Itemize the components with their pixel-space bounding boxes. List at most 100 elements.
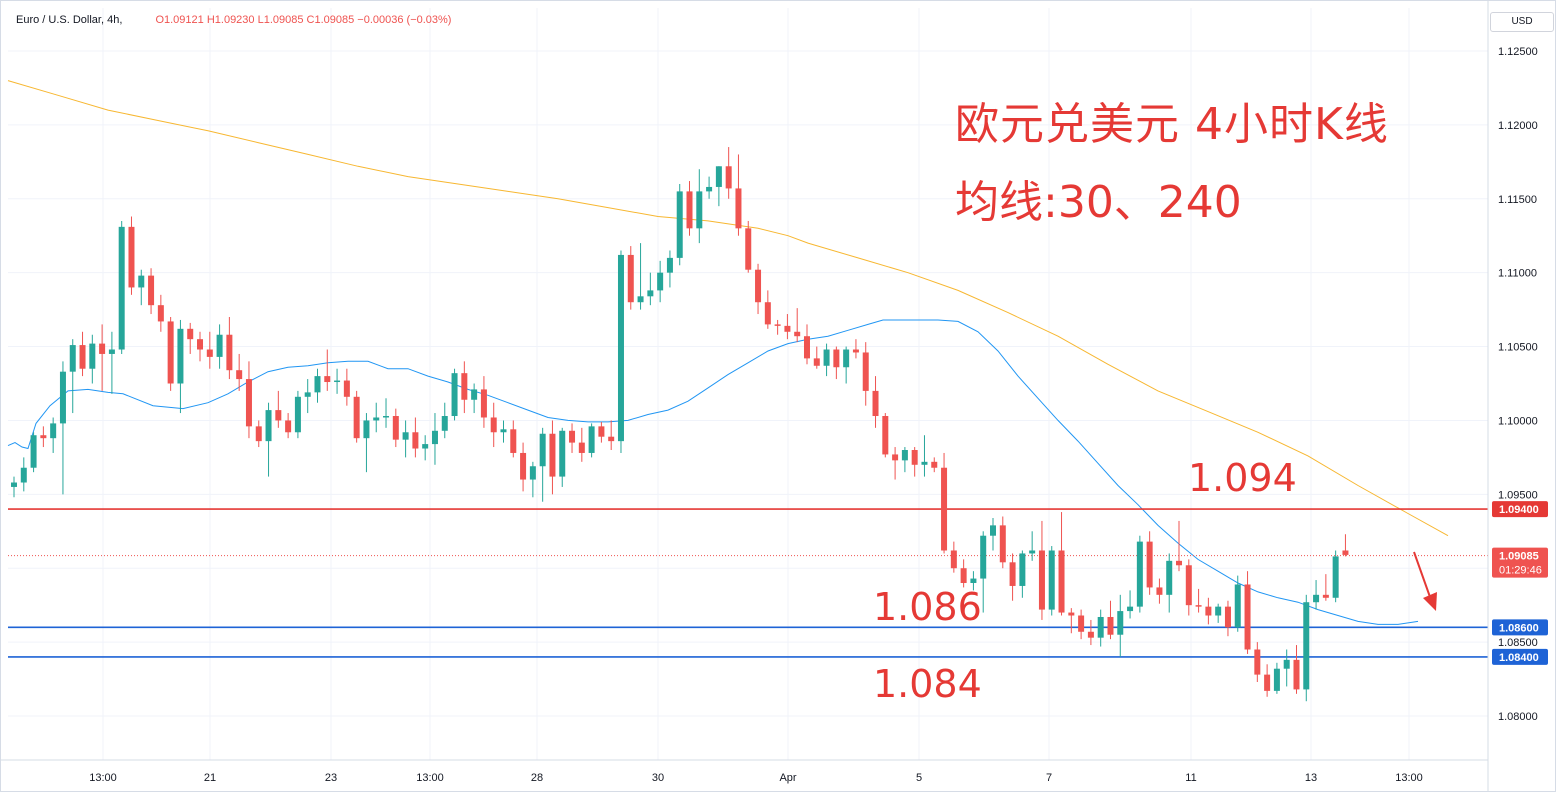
candle [706, 176, 713, 199]
x-tick-label: 13 [1305, 772, 1317, 784]
candle [402, 420, 409, 458]
candle [833, 346, 840, 380]
candle-body [1156, 587, 1163, 595]
candle [1303, 594, 1310, 702]
annotation-level-1094: 1.094 [1188, 456, 1297, 500]
candle [715, 166, 722, 207]
candle [735, 154, 742, 236]
candle-body [843, 349, 850, 368]
candle [392, 408, 399, 448]
candle-body [108, 349, 115, 354]
candle [676, 184, 683, 266]
candle [490, 402, 497, 448]
candle [245, 361, 252, 439]
candle-body [852, 349, 859, 353]
candle-body [334, 380, 341, 383]
candle [138, 269, 145, 306]
candle-body [980, 535, 987, 579]
candle-body [167, 321, 174, 384]
candle-body [657, 272, 664, 291]
candle [725, 147, 732, 199]
candle [1254, 642, 1261, 683]
candle [412, 417, 419, 458]
price-tag-current: 1.09085 [1499, 551, 1539, 563]
candle-body [1234, 584, 1241, 628]
candle-body [921, 461, 928, 465]
x-tick-label: Apr [779, 772, 796, 784]
candle-body [59, 371, 66, 424]
candle-body [529, 466, 536, 480]
candle-body [862, 352, 869, 391]
currency-button[interactable]: USD [1490, 12, 1554, 32]
candle [657, 260, 664, 303]
candle-body [480, 389, 487, 418]
candle [911, 447, 918, 477]
candle-body [441, 416, 448, 431]
candle-body [402, 432, 409, 440]
candle-body [549, 433, 556, 477]
candle-body [510, 429, 517, 453]
candle-body [50, 423, 57, 439]
candle [118, 220, 125, 354]
candle-body [715, 166, 722, 187]
candle [461, 361, 468, 414]
candle-body [40, 435, 47, 439]
candle [59, 361, 66, 495]
candle [1048, 546, 1055, 616]
candle-body [197, 339, 204, 350]
ma240-line [7, 80, 1449, 537]
candle-body [383, 416, 390, 418]
candle-body [706, 186, 713, 192]
ma30-line [7, 319, 1419, 625]
candle [921, 435, 928, 477]
candle [30, 432, 37, 473]
candle [1019, 550, 1026, 598]
candle-body [578, 442, 585, 453]
candle-body [314, 376, 321, 393]
candle-body [1048, 550, 1055, 610]
candle [441, 402, 448, 439]
candle-body [490, 417, 497, 433]
candle [285, 413, 292, 439]
candle [157, 294, 164, 332]
candle [1107, 600, 1114, 640]
candle [11, 476, 17, 498]
candle [1117, 594, 1124, 657]
candle-body [157, 305, 164, 322]
candle-body [294, 396, 301, 433]
candle-body [1146, 541, 1153, 588]
candle [1078, 609, 1085, 640]
y-tick-label: 1.11500 [1498, 194, 1537, 206]
candle-body [794, 331, 801, 337]
candle-body [148, 275, 155, 306]
candle [373, 402, 380, 433]
candle [167, 317, 174, 391]
candle [774, 319, 781, 335]
candle-body [1029, 550, 1036, 554]
candle [197, 331, 204, 362]
candle-body [1273, 668, 1280, 691]
candle-body [686, 191, 693, 229]
candle-body [1293, 659, 1300, 690]
candle [941, 452, 948, 554]
candle [1273, 662, 1280, 694]
chart-annotation-title: 欧元兑美元 4小时K线 [955, 99, 1389, 150]
price-tag-support-1: 1.08600 [1499, 622, 1539, 634]
candle [353, 390, 360, 443]
candle-body [627, 254, 634, 303]
candle [89, 334, 96, 384]
candle [745, 220, 752, 273]
candle-body [833, 349, 840, 368]
candle [1224, 600, 1231, 637]
candle [128, 216, 135, 295]
candle-body [882, 416, 889, 455]
candle-body [774, 324, 781, 326]
price-tag-support-2: 1.08400 [1499, 652, 1539, 664]
candle [1293, 645, 1300, 694]
candle-body [11, 482, 17, 487]
candle-body [696, 191, 703, 229]
candle [794, 308, 801, 343]
